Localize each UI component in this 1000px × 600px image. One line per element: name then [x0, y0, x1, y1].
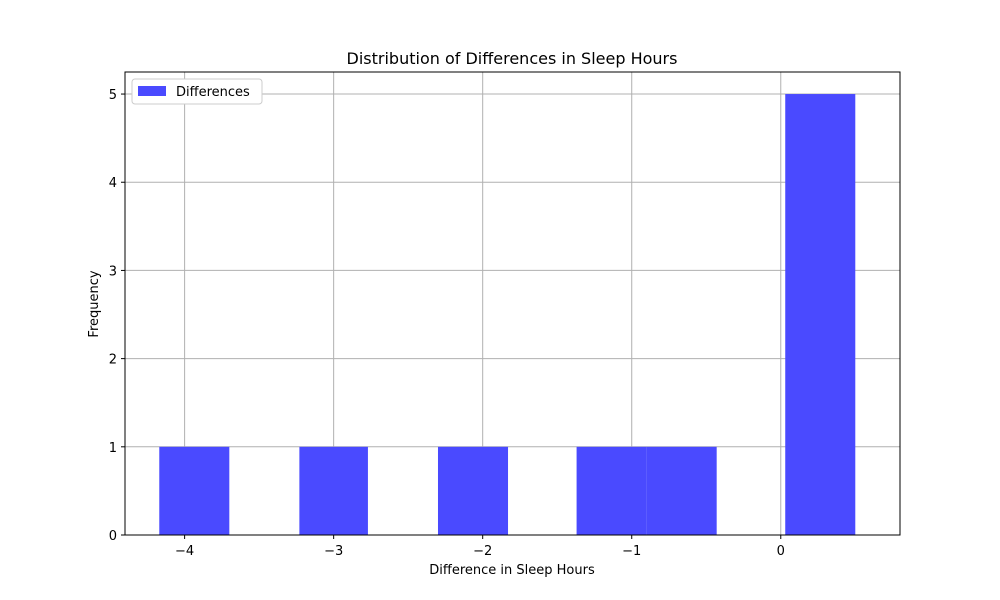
x-axis-label: Difference in Sleep Hours: [429, 563, 595, 578]
histogram-bar: [299, 446, 368, 535]
histogram-bar: [437, 446, 509, 535]
x-tick-label: −1: [622, 544, 641, 559]
legend: Differences: [131, 78, 263, 105]
axis-ticks: −4 −3 −2 −1 0 0 1 2 3 4 5: [109, 88, 785, 559]
plot-frame: [124, 71, 901, 536]
y-axis-label: Frequency: [87, 270, 102, 337]
histogram-bar: [646, 446, 717, 535]
x-tick-label: −2: [473, 544, 492, 559]
histogram-bar: [785, 94, 856, 536]
x-tick-label: −3: [324, 544, 343, 559]
y-tick-label: 1: [109, 441, 117, 456]
y-tick-label: 2: [109, 353, 117, 368]
legend-frame: [131, 78, 263, 105]
legend-label: Differences: [176, 85, 250, 100]
bars: [159, 94, 856, 536]
y-tick-label: 3: [109, 264, 117, 279]
grid-lines: [125, 72, 900, 536]
histogram-bar: [576, 446, 647, 535]
histogram-bar: [159, 446, 230, 535]
chart-title: Distribution of Differences in Sleep Hou…: [347, 49, 678, 68]
y-tick-label: 0: [109, 529, 117, 544]
y-tick-label: 5: [109, 88, 117, 103]
x-tick-label: −4: [175, 544, 194, 559]
x-tick-label: 0: [777, 544, 785, 559]
legend-swatch: [138, 86, 166, 96]
y-tick-label: 4: [109, 176, 117, 191]
